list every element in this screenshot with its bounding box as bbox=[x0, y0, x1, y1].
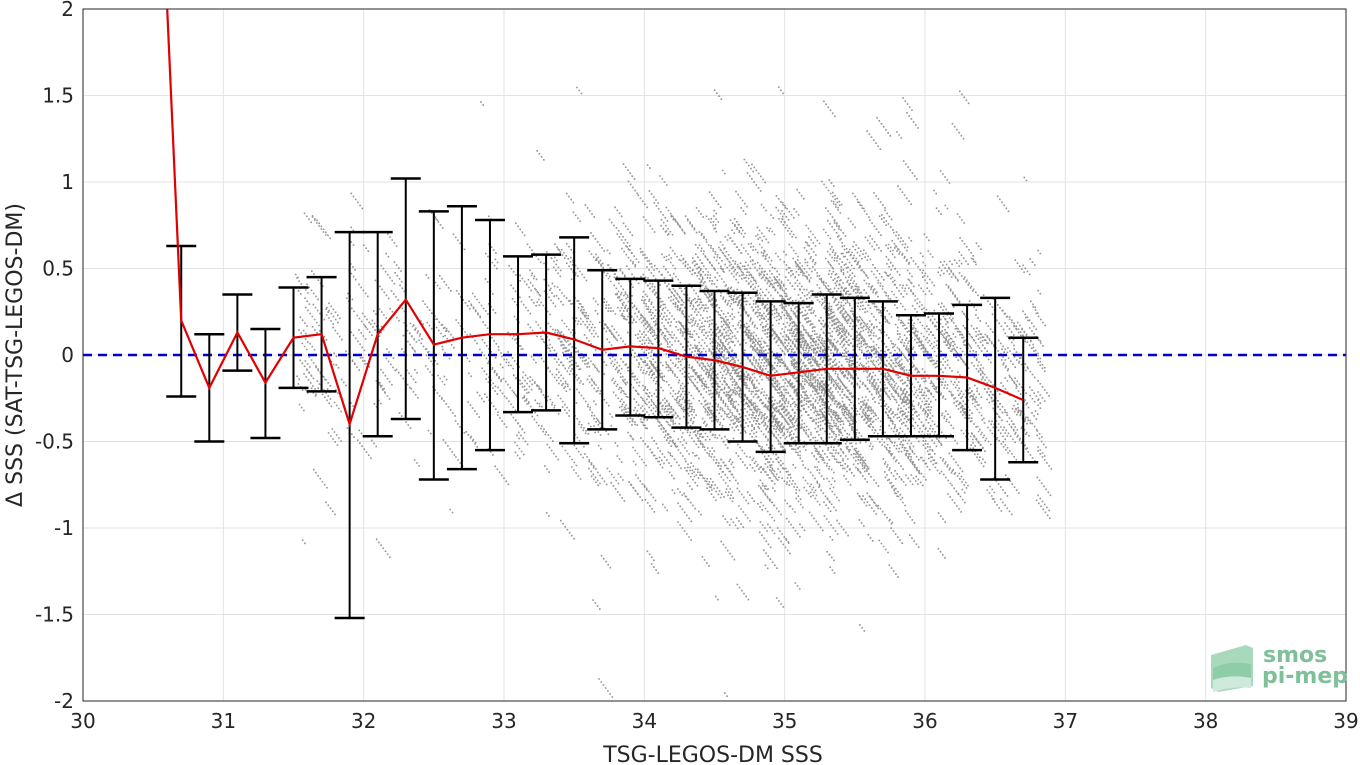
x-tick-label: 31 bbox=[211, 709, 236, 733]
logo-line1: smos bbox=[1263, 643, 1327, 668]
y-tick-label: -1 bbox=[54, 516, 74, 540]
x-tick-label: 33 bbox=[491, 709, 516, 733]
x-tick-label: 34 bbox=[632, 709, 657, 733]
mean-bias-line bbox=[166, 8, 1024, 428]
x-tick-label: 37 bbox=[1053, 709, 1078, 733]
x-tick-label: 30 bbox=[70, 709, 95, 733]
x-tick-label: 32 bbox=[351, 709, 376, 733]
y-tick-label: 1.5 bbox=[42, 84, 74, 108]
y-tick-label: 1 bbox=[61, 170, 74, 194]
y-tick-label: 2 bbox=[61, 0, 74, 21]
logo-line2: pi-mep bbox=[1262, 664, 1348, 689]
mean-line bbox=[166, 8, 1024, 428]
y-tick-label: 0 bbox=[61, 343, 74, 367]
x-tick-label: 36 bbox=[912, 709, 937, 733]
y-axis-label: Δ SSS (SAT-TSG-LEGOS-DM) bbox=[3, 203, 28, 507]
errorbars bbox=[166, 177, 1039, 620]
x-tick-label: 38 bbox=[1193, 709, 1218, 733]
y-tick-label: 0.5 bbox=[42, 257, 74, 281]
y-tick-label: -2 bbox=[54, 689, 74, 713]
x-tick-label: 39 bbox=[1333, 709, 1358, 733]
y-tick-label: -1.5 bbox=[35, 603, 74, 627]
x-tick-labels: 30 31 32 33 34 35 36 37 38 39 bbox=[70, 709, 1358, 733]
y-tick-labels: -2 -1.5 -1 -0.5 0 0.5 1 1.5 2 bbox=[35, 0, 74, 713]
errorbar bbox=[1008, 336, 1039, 464]
x-tick-label: 35 bbox=[772, 709, 797, 733]
logo-waves-icon bbox=[1211, 645, 1253, 692]
smos-pimep-logo: smos pi-mep bbox=[1211, 643, 1348, 692]
y-tick-label: -0.5 bbox=[35, 430, 74, 454]
x-axis-label: TSG-LEGOS-DM SSS bbox=[602, 743, 823, 765]
plot-frame bbox=[82, 8, 1347, 702]
